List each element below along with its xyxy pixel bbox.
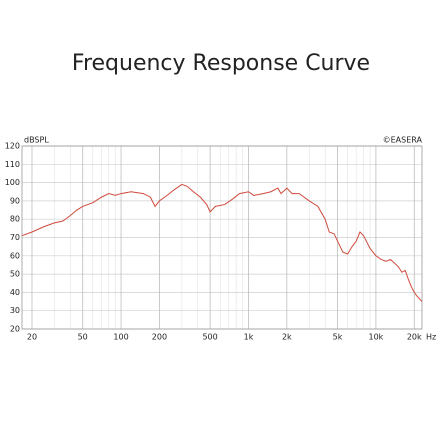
x-tick-label: 20k (407, 333, 422, 342)
y-tick-label: 70 (10, 233, 20, 242)
y-tick-label: 60 (10, 251, 20, 260)
x-tick-label: 20 (27, 333, 37, 342)
y-tick-label: 90 (10, 196, 20, 205)
y-tick-label: 120 (5, 142, 20, 151)
y-tick-label: 110 (5, 160, 20, 169)
x-tick-label: 200 (152, 333, 167, 342)
x-tick-label: 50 (78, 333, 88, 342)
x-axis-label: Hz (426, 333, 436, 342)
x-tick-label: 100 (113, 333, 128, 342)
response-line (21, 183, 423, 302)
x-tick-label: 500 (202, 333, 217, 342)
y-tick-label: 80 (10, 215, 20, 224)
y-tick-label: 50 (10, 270, 20, 279)
plot-frame (21, 145, 423, 330)
y-tick-label: 20 (10, 325, 20, 334)
y-tick-label: 40 (10, 288, 20, 297)
chart-title: Frequency Response Curve (72, 51, 370, 76)
x-tick-label: 5k (333, 333, 343, 342)
y-tick-label: 100 (5, 178, 20, 187)
y-axis-label: dBSPL (24, 136, 49, 145)
annotation: ©EASERA (383, 136, 423, 145)
x-tick-label: 2k (282, 333, 292, 342)
x-tick-label: 1k (244, 333, 254, 342)
x-tick-label: 10k (368, 333, 383, 342)
y-tick-label: 30 (10, 306, 20, 315)
